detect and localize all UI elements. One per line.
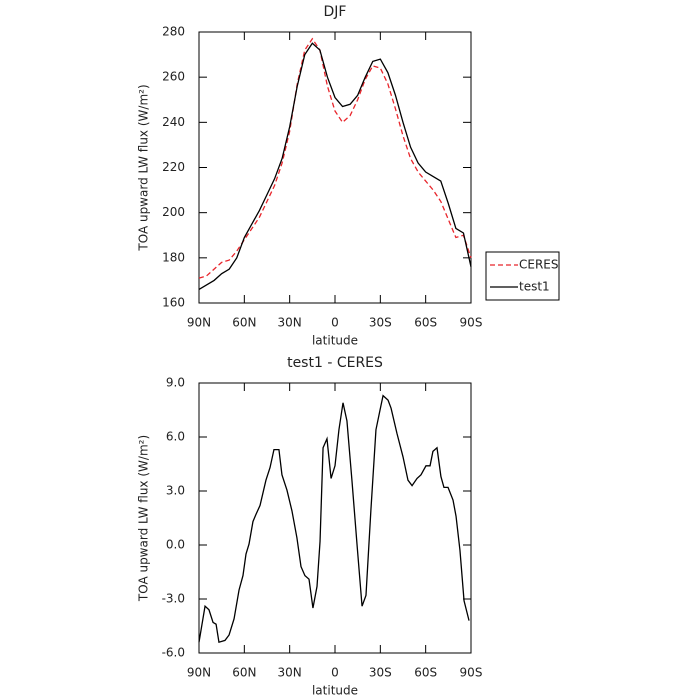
y-tick-label: 180 (162, 250, 185, 264)
x-tick-label: 60N (232, 316, 256, 330)
x-tick-label: 90S (460, 666, 483, 680)
y-tick-label: -3.0 (162, 592, 185, 606)
y-tick-label: 160 (162, 296, 185, 310)
x-tick-label: 60S (414, 316, 437, 330)
x-tick-label: 90N (187, 666, 211, 680)
legend-label: test1 (519, 280, 550, 294)
line-series (198, 394, 470, 644)
y-tick-label: 0.0 (166, 538, 185, 552)
x-tick-label: 60N (232, 666, 256, 680)
chart-title: test1 - CERES (287, 355, 383, 371)
y-tick-label: 200 (162, 205, 185, 219)
x-tick-label: 0 (331, 666, 339, 680)
y-tick-label: 3.0 (166, 484, 185, 498)
x-tick-label: 30S (369, 666, 392, 680)
plot-frame (198, 382, 472, 654)
y-tick-label: 280 (162, 25, 185, 39)
chart-title: DJF (324, 4, 347, 20)
x-tick-label: 30N (278, 316, 302, 330)
line-series (198, 42, 472, 291)
x-axis-label: latitude (312, 334, 358, 348)
y-tick-label: 6.0 (166, 430, 185, 444)
y-tick-label: 220 (162, 160, 185, 174)
x-tick-label: 30S (369, 316, 392, 330)
y-tick-label: -6.0 (162, 646, 185, 660)
x-tick-label: 60S (414, 666, 437, 680)
y-tick-label: 260 (162, 70, 185, 84)
plot-frame (198, 31, 472, 304)
legend-label: CERES (519, 258, 559, 272)
y-axis-label: TOA upward LW flux (W/m²) (137, 435, 151, 602)
line-series (198, 37, 472, 279)
x-tick-label: 0 (331, 316, 339, 330)
x-tick-label: 30N (278, 666, 302, 680)
x-tick-label: 90N (187, 316, 211, 330)
x-tick-label: 90S (460, 316, 483, 330)
legend-box (485, 251, 560, 301)
y-tick-label: 9.0 (166, 376, 185, 390)
y-axis-label: TOA upward LW flux (W/m²) (137, 84, 151, 251)
x-axis-label: latitude (312, 684, 358, 698)
y-tick-label: 240 (162, 115, 185, 129)
